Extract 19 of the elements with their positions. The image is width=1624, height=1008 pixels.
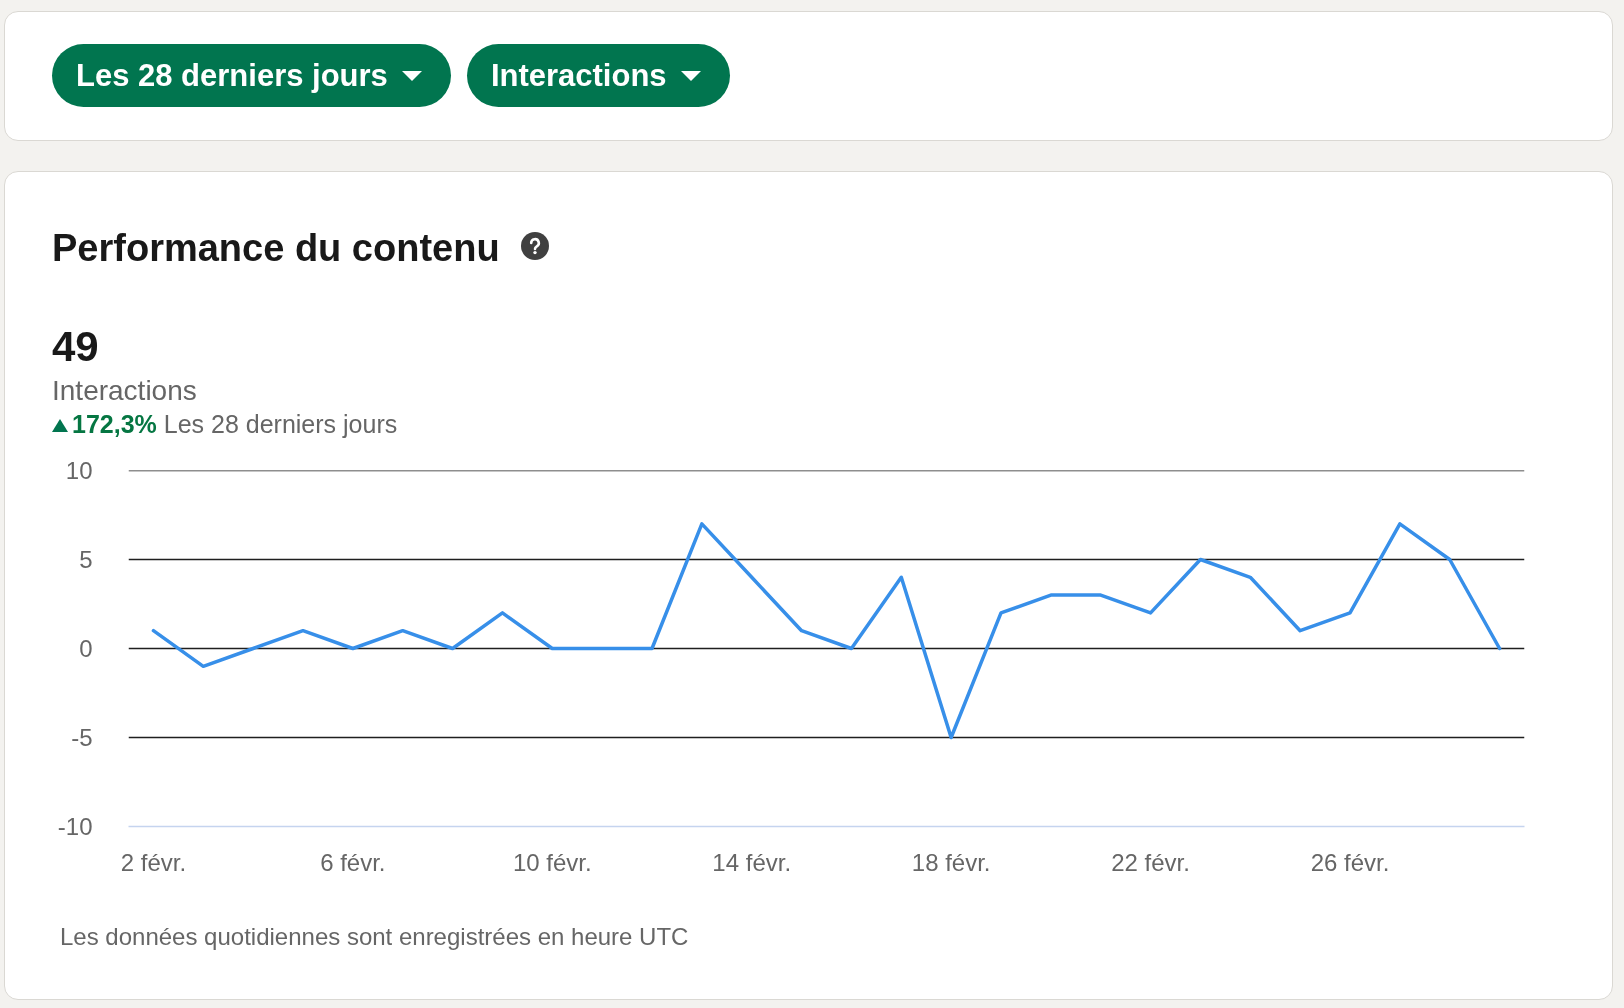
x-tick-label: 18 févr.: [911, 848, 991, 876]
x-tick-label: 26 févr.: [1310, 848, 1390, 876]
text: Les 28 derniers jours: [163, 410, 398, 438]
x-tick-label: 22 févr.: [1111, 848, 1190, 876]
x-tick-label: 6 févr.: [320, 848, 386, 876]
text: Interactions: [52, 375, 197, 406]
y-tick-label: -10: [57, 813, 93, 840]
y-tick-label: -5: [71, 724, 93, 751]
x-tick-label: 2 févr.: [120, 848, 187, 876]
x-tick-label: 14 févr.: [712, 848, 792, 876]
text: 49: [52, 323, 99, 370]
chart-title: Performance du contenu: [52, 227, 500, 269]
x-tick-label: 10 févr.: [512, 848, 592, 876]
y-tick-label: 5: [79, 546, 93, 573]
y-tick-label: 0: [79, 635, 93, 662]
text: Les données quotidiennes sont enregistrées en heure UTC: [60, 923, 689, 950]
text: 172,3%: [72, 410, 157, 438]
line-series: [151, 522, 1502, 740]
y-tick-label: 10: [65, 457, 93, 484]
